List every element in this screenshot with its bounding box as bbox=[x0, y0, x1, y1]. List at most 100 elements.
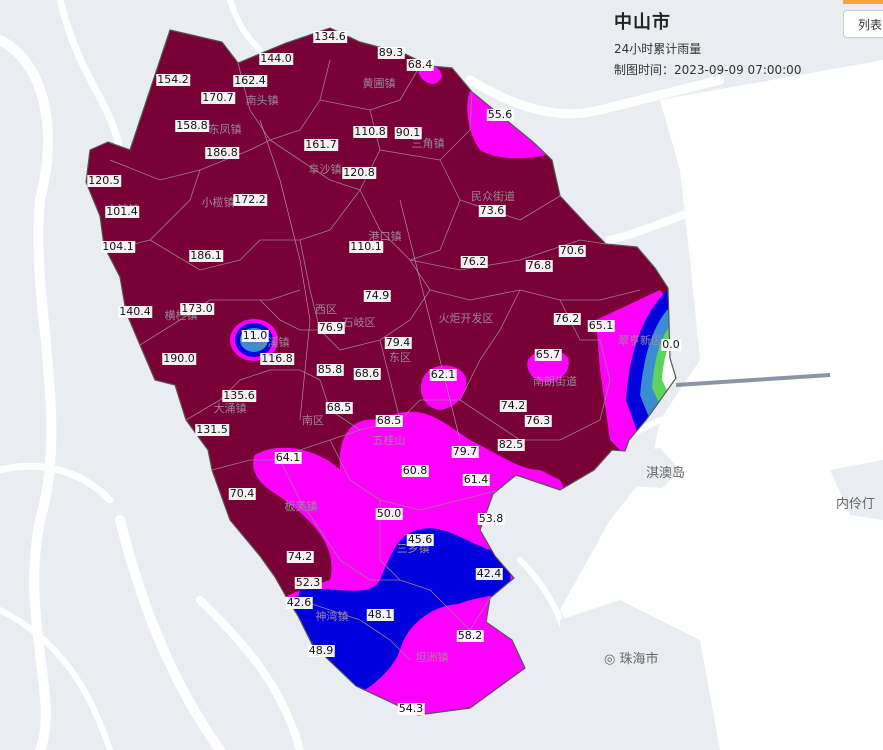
station-value[interactable]: 74.9 bbox=[363, 289, 391, 302]
city-boundary bbox=[85, 27, 677, 716]
station-value[interactable]: 48.9 bbox=[307, 644, 335, 657]
station-value[interactable]: 89.3 bbox=[377, 46, 405, 59]
town-label: 民众街道 bbox=[471, 190, 515, 203]
station-value[interactable]: 154.2 bbox=[156, 73, 190, 86]
station-value[interactable]: 45.6 bbox=[406, 533, 434, 546]
station-value[interactable]: 60.8 bbox=[401, 464, 429, 477]
station-value[interactable]: 104.1 bbox=[101, 240, 135, 253]
station-value[interactable]: 11.0 bbox=[241, 329, 269, 342]
station-value[interactable]: 120.5 bbox=[87, 174, 121, 187]
town-label: 西区 bbox=[315, 303, 337, 316]
station-value[interactable]: 68.5 bbox=[325, 401, 353, 414]
station-value[interactable]: 0.0 bbox=[661, 338, 681, 351]
town-boundaries bbox=[109, 59, 641, 661]
station-value[interactable]: 68.4 bbox=[406, 58, 434, 71]
place-label-neiling: 内伶仃 bbox=[836, 497, 876, 512]
town-label: 南区 bbox=[302, 414, 324, 427]
station-value[interactable]: 76.2 bbox=[460, 255, 488, 268]
station-value[interactable]: 162.4 bbox=[233, 74, 267, 87]
station-value[interactable]: 64.1 bbox=[274, 451, 302, 464]
station-value[interactable]: 82.5 bbox=[497, 438, 525, 451]
town-label: 坦洲镇 bbox=[415, 651, 449, 664]
station-value[interactable]: 55.6 bbox=[486, 108, 514, 121]
station-value[interactable]: 58.2 bbox=[456, 629, 484, 642]
station-value[interactable]: 76.9 bbox=[317, 321, 345, 334]
town-label: 港口镇 bbox=[368, 230, 402, 243]
town-label: 黄圃镇 bbox=[362, 77, 396, 90]
river-network bbox=[0, 0, 734, 750]
town-label: 小榄镇 bbox=[201, 196, 235, 209]
station-value[interactable]: 76.3 bbox=[524, 414, 552, 427]
station-value[interactable]: 186.8 bbox=[205, 146, 239, 159]
station-value[interactable]: 68.5 bbox=[375, 414, 403, 427]
station-value[interactable]: 74.2 bbox=[499, 399, 527, 412]
station-value[interactable]: 70.4 bbox=[228, 487, 256, 500]
station-value[interactable]: 54.3 bbox=[397, 702, 425, 715]
station-value[interactable]: 134.6 bbox=[313, 30, 347, 43]
road-lines bbox=[259, 119, 461, 441]
station-value[interactable]: 76.8 bbox=[525, 259, 553, 272]
station-value[interactable]: 90.1 bbox=[394, 126, 422, 139]
station-value[interactable]: 144.0 bbox=[259, 52, 293, 65]
town-label: 南头镇 bbox=[245, 94, 279, 107]
city-title: 中山市 bbox=[614, 12, 671, 33]
station-value[interactable]: 85.8 bbox=[316, 363, 344, 376]
station-value[interactable]: 62.1 bbox=[429, 368, 457, 381]
map-header: 中山市 24小时累计雨量 制图时间：2023-09-09 07:00:00 bbox=[614, 8, 801, 78]
station-value[interactable]: 110.8 bbox=[353, 125, 387, 138]
station-value[interactable]: 74.2 bbox=[286, 550, 314, 563]
place-label-qiao: 淇澳岛 bbox=[646, 466, 686, 481]
station-value[interactable]: 110.1 bbox=[349, 240, 383, 253]
station-value[interactable]: 73.6 bbox=[478, 204, 506, 217]
station-value[interactable]: 65.1 bbox=[587, 319, 615, 332]
station-value[interactable]: 190.0 bbox=[162, 352, 196, 365]
town-label: 南朗街道 bbox=[533, 375, 577, 388]
map-time: 制图时间：2023-09-09 07:00:00 bbox=[614, 63, 802, 77]
station-value[interactable]: 42.4 bbox=[475, 567, 503, 580]
place-label-zhuhai: ◎ 珠海市 bbox=[604, 652, 659, 667]
lingding-island bbox=[830, 460, 883, 520]
town-label: 火炬开发区 bbox=[438, 312, 494, 325]
town-label: 神湾镇 bbox=[315, 610, 349, 623]
station-value[interactable]: 170.7 bbox=[201, 91, 235, 104]
station-value[interactable]: 42.6 bbox=[285, 596, 313, 609]
station-value[interactable]: 48.1 bbox=[366, 608, 394, 621]
station-value[interactable]: 186.1 bbox=[189, 249, 223, 262]
station-value[interactable]: 173.0 bbox=[180, 302, 214, 315]
pearl-river-estuary bbox=[560, 60, 883, 750]
town-label: 五桂山 bbox=[372, 434, 406, 447]
town-label: 板芙镇 bbox=[284, 500, 318, 513]
station-value[interactable]: 76.2 bbox=[553, 312, 581, 325]
station-value[interactable]: 135.6 bbox=[222, 389, 256, 402]
station-value[interactable]: 65.7 bbox=[534, 348, 562, 361]
station-value[interactable]: 120.8 bbox=[342, 166, 376, 179]
station-value[interactable]: 79.4 bbox=[384, 336, 412, 349]
town-label: 阜沙镇 bbox=[308, 163, 342, 176]
bridge bbox=[675, 373, 831, 387]
town-label: 东区 bbox=[389, 351, 411, 364]
town-label: 石岐区 bbox=[342, 316, 376, 329]
zhuhai-coast bbox=[560, 600, 720, 750]
station-value[interactable]: 53.8 bbox=[477, 512, 505, 525]
town-label: 东凤镇 bbox=[208, 123, 242, 136]
station-value[interactable]: 101.4 bbox=[105, 205, 139, 218]
station-value[interactable]: 140.4 bbox=[118, 305, 152, 318]
station-value[interactable]: 50.0 bbox=[375, 507, 403, 520]
station-value[interactable]: 70.6 bbox=[558, 244, 586, 257]
qiao-island bbox=[615, 448, 680, 488]
station-value[interactable]: 172.2 bbox=[233, 193, 267, 206]
list-button[interactable]: 列表 bbox=[843, 10, 883, 38]
station-value[interactable]: 131.5 bbox=[195, 423, 229, 436]
town-label: 翠亨新区 bbox=[618, 334, 662, 347]
station-value[interactable]: 79.7 bbox=[451, 445, 479, 458]
town-label: 三角镇 bbox=[411, 137, 445, 150]
map-subtitle: 24小时累计雨量 bbox=[614, 42, 702, 56]
station-value[interactable]: 61.4 bbox=[462, 473, 490, 486]
station-value[interactable]: 52.3 bbox=[294, 576, 322, 589]
station-value[interactable]: 68.6 bbox=[353, 367, 381, 380]
station-value[interactable]: 161.7 bbox=[304, 138, 338, 151]
station-value[interactable]: 158.8 bbox=[175, 119, 209, 132]
station-value[interactable]: 116.8 bbox=[260, 352, 294, 365]
town-label: 大涌镇 bbox=[213, 402, 247, 415]
